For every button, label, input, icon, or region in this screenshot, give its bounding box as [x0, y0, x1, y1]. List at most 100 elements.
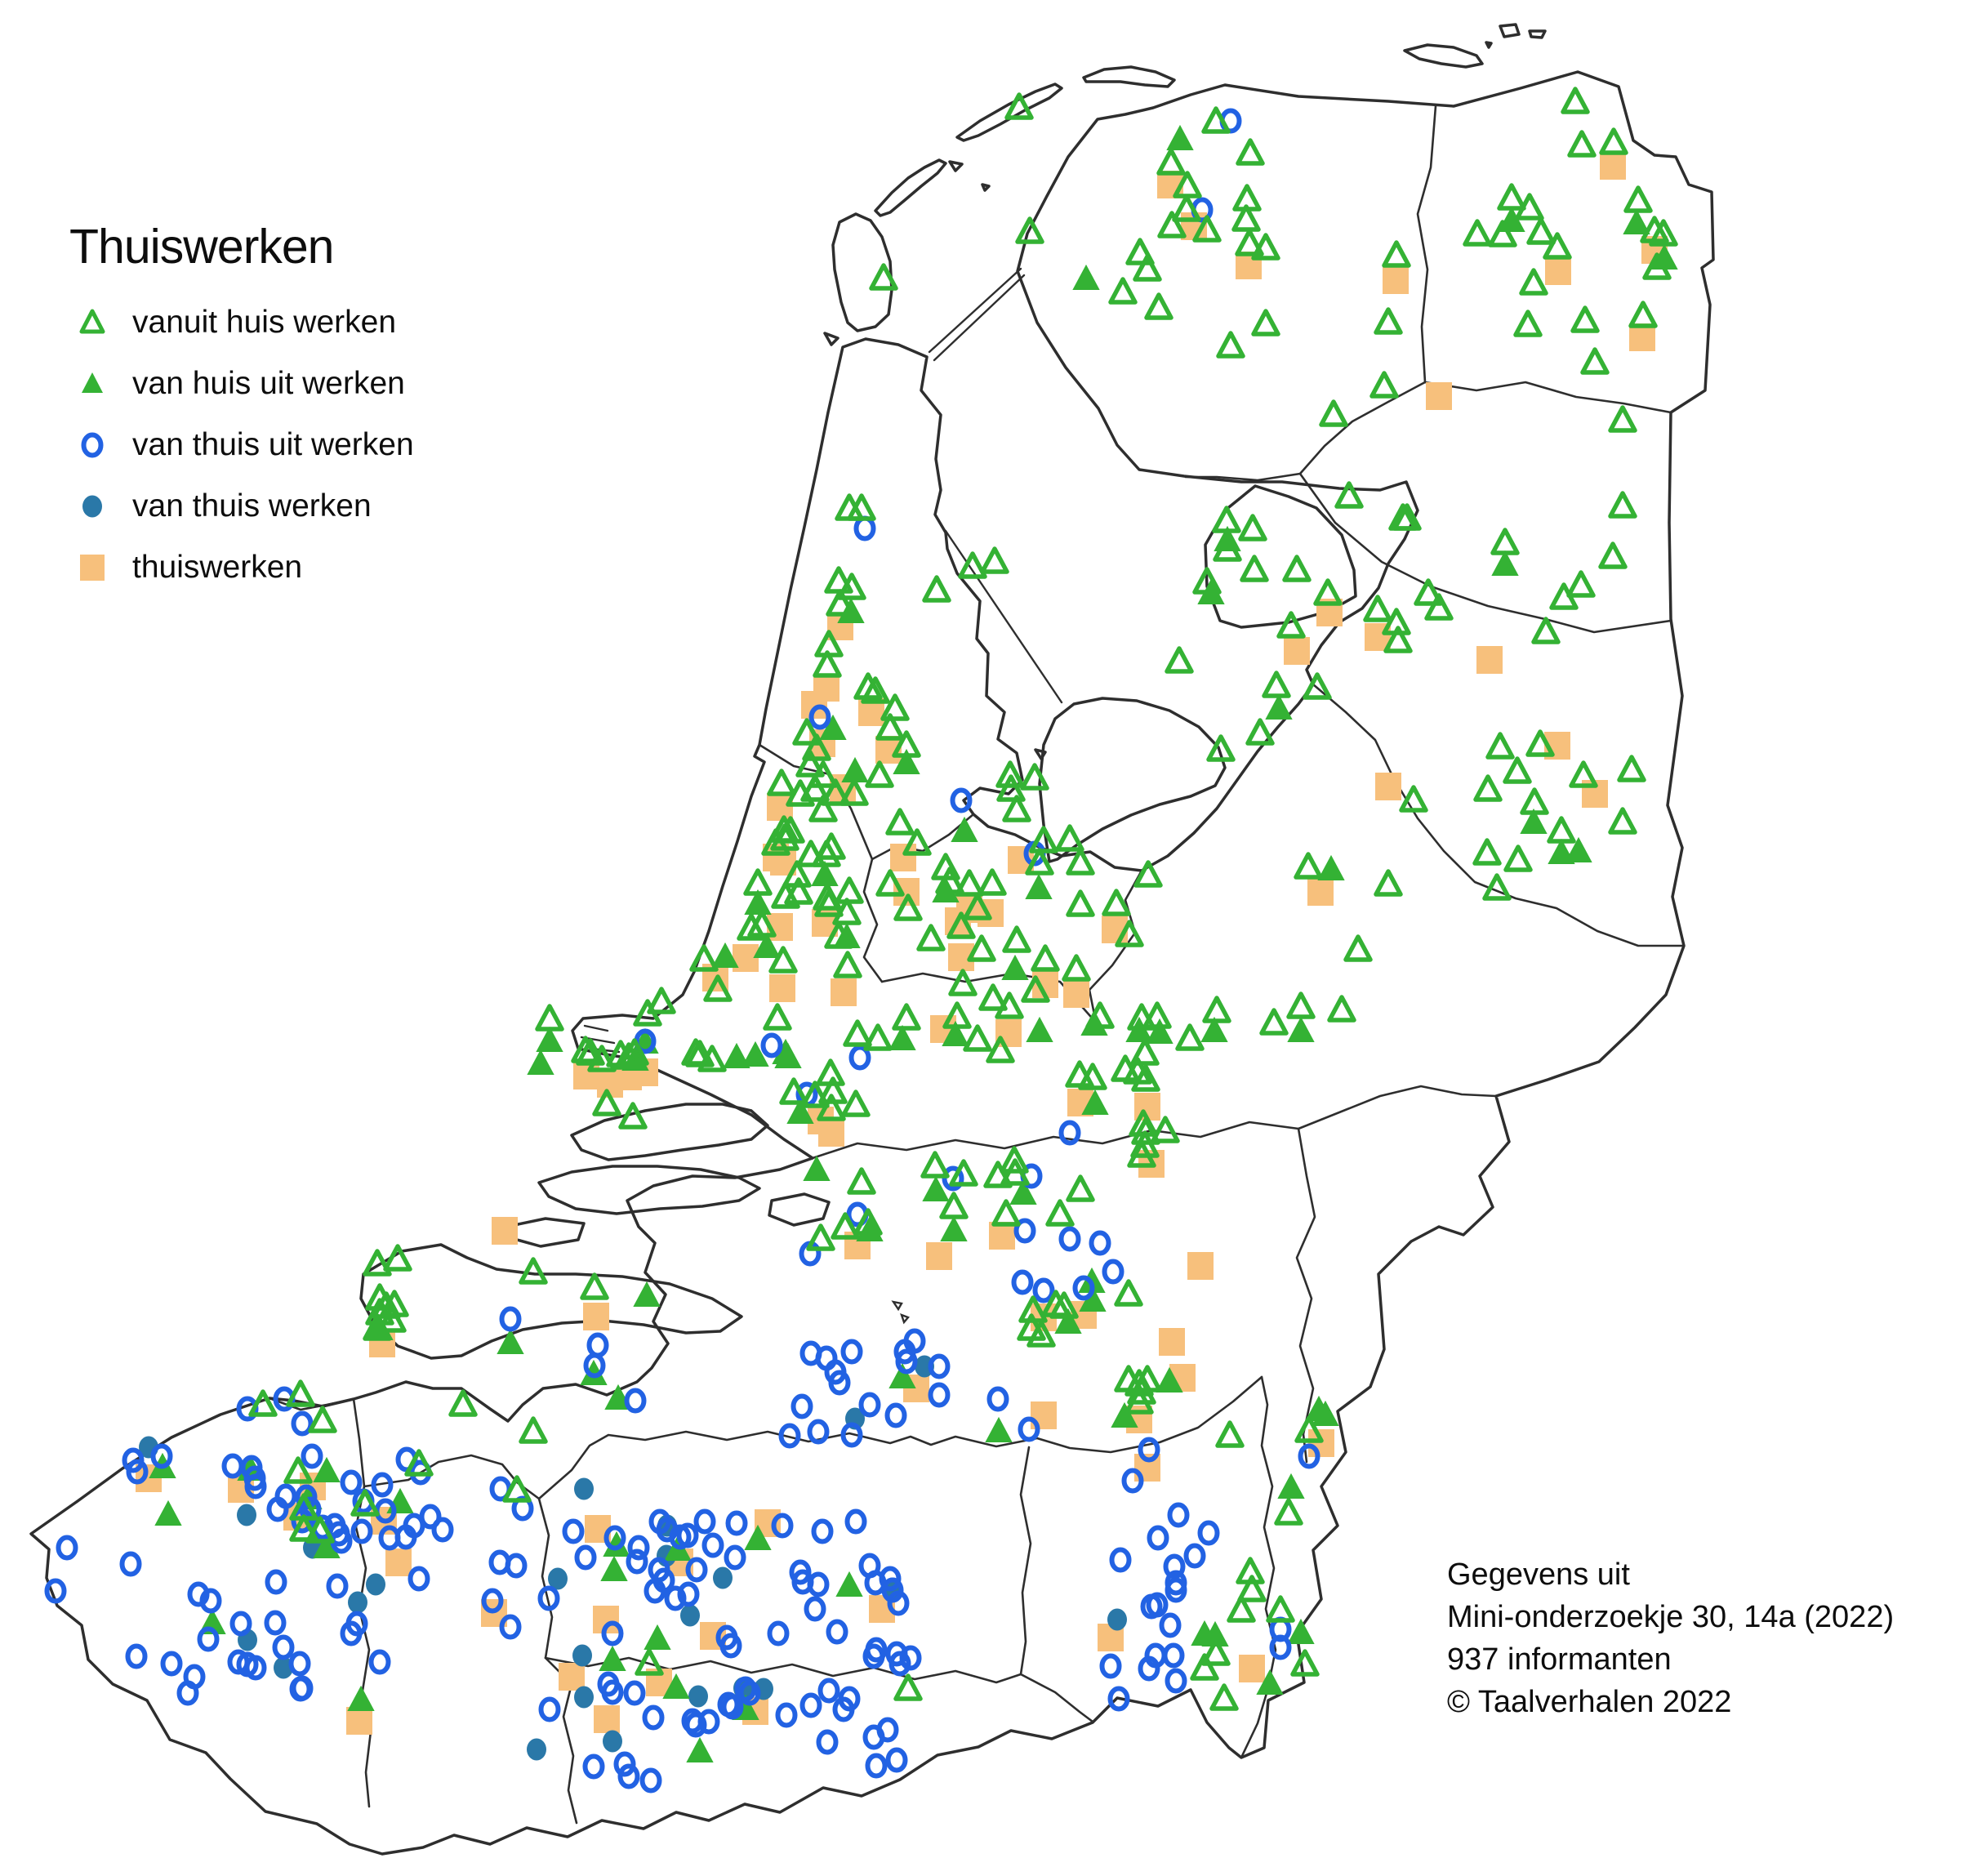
marker-vanuit-huis-werken [924, 577, 949, 600]
marker-thuiswerken [1383, 266, 1409, 294]
marker-vanuit-huis-werken [965, 1027, 990, 1049]
marker-van-thuis-uit-werken [267, 1613, 284, 1633]
marker-thuiswerken [890, 844, 916, 871]
marker-van-thuis-werken [348, 1591, 367, 1614]
marker-van-huis-uit-werken [1623, 210, 1650, 234]
marker-vanuit-huis-werken [1248, 720, 1272, 743]
marker-van-thuis-werken [603, 1730, 622, 1753]
marker-van-thuis-uit-werken [807, 1599, 824, 1620]
page-title: Thuiswerken [69, 220, 334, 274]
marker-van-thuis-uit-werken [931, 1385, 948, 1406]
marker-vanuit-huis-werken [945, 1004, 969, 1027]
marker-vanuit-huis-werken [1218, 1423, 1242, 1446]
marker-vanuit-huis-werken [1610, 408, 1635, 430]
attribution-source: Gegevens uit [1447, 1557, 1630, 1592]
marker-van-thuis-werken [237, 1504, 256, 1526]
marker-van-thuis-uit-werken [411, 1569, 428, 1589]
marker-vanuit-huis-werken [769, 771, 794, 794]
marker-vanuit-huis-werken [310, 1408, 335, 1431]
marker-van-thuis-uit-werken [888, 1750, 906, 1771]
border-utrecht-gelderland [1088, 869, 1143, 1024]
marker-van-huis-uit-werken [941, 1217, 967, 1241]
small-lake-marks [891, 1300, 911, 1325]
marker-vanuit-huis-werken [1521, 270, 1546, 293]
marker-vanuit-huis-werken [1493, 530, 1517, 553]
marker-thuiswerken [573, 1062, 599, 1090]
marker-van-thuis-uit-werken [590, 1335, 607, 1356]
marker-vanuit-huis-werken [1135, 256, 1160, 279]
marker-van-huis-uit-werken [1288, 1620, 1314, 1644]
island-griend [981, 183, 991, 192]
marker-van-thuis-uit-werken [814, 1522, 831, 1542]
marker-van-thuis-uit-werken [577, 1548, 595, 1568]
marker-vanuit-huis-werken [871, 265, 896, 288]
marker-vanuit-huis-werken [923, 1153, 947, 1176]
border-overijssel-gelderland [1312, 683, 1684, 947]
marker-van-thuis-uit-werken [1187, 1546, 1204, 1566]
marker-vanuit-huis-werken [1329, 997, 1354, 1020]
circle-filled-icon [82, 495, 102, 518]
marker-thuiswerken [1239, 1655, 1265, 1682]
marker-van-thuis-uit-werken [1105, 1262, 1122, 1282]
marker-thuiswerken [583, 1303, 609, 1330]
marker-thuiswerken [831, 978, 857, 1006]
marker-vanuit-huis-werken [1321, 402, 1346, 425]
marker-vanuit-huis-werken [1279, 613, 1303, 636]
marker-vanuit-huis-werken [582, 1275, 607, 1298]
marker-van-thuis-uit-werken [821, 1681, 838, 1701]
attribution-copyright: © Taalverhalen 2022 [1447, 1685, 1732, 1719]
marker-van-thuis-uit-werken [59, 1538, 76, 1558]
marker-van-huis-uit-werken [1318, 856, 1344, 880]
marker-van-huis-uit-werken [1026, 875, 1052, 899]
marker-thuiswerken [1600, 152, 1626, 180]
marker-thuiswerken [1375, 773, 1401, 800]
marker-vanuit-huis-werken [1372, 373, 1396, 396]
marker-van-thuis-uit-werken [163, 1654, 180, 1674]
marker-van-thuis-uit-werken [1170, 1505, 1187, 1526]
marker-van-huis-uit-werken [1073, 265, 1099, 290]
island-noord-beveland [505, 1217, 586, 1248]
marker-vanuit-huis-werken [1048, 1201, 1072, 1224]
marker-van-huis-uit-werken [1027, 1018, 1053, 1042]
marker-vanuit-huis-werken [1240, 516, 1265, 539]
marker-van-thuis-uit-werken [354, 1522, 371, 1542]
marker-thuiswerken [1545, 257, 1571, 285]
marker-vanuit-huis-werken [1218, 333, 1243, 356]
island-vlieland-islet [948, 160, 964, 172]
marker-vanuit-huis-werken [1212, 1686, 1236, 1709]
marker-van-thuis-uit-werken [829, 1622, 846, 1642]
marker-vanuit-huis-werken [888, 810, 912, 833]
border-nl-be-limburg [1240, 1375, 1277, 1759]
marker-vanuit-huis-werken [919, 926, 943, 949]
marker-van-thuis-werken [574, 1477, 594, 1500]
marker-van-thuis-uit-werken [844, 1342, 861, 1362]
marker-vanuit-huis-werken [1289, 994, 1313, 1017]
marker-van-thuis-uit-werken [268, 1572, 285, 1593]
marker-vanuit-huis-werken [1583, 350, 1607, 372]
island-rottum-2 [1528, 29, 1547, 39]
circle-open-icon [81, 432, 104, 458]
marker-thuiswerken [1063, 980, 1089, 1008]
marker-thuiswerken [559, 1663, 585, 1691]
marker-vanuit-huis-werken [1205, 998, 1229, 1021]
marker-van-thuis-uit-werken [372, 1652, 389, 1673]
marker-van-thuis-werken [713, 1566, 733, 1589]
border-vlbrabant-limburgbe [1019, 1673, 1094, 1723]
island-tholen [768, 1192, 831, 1227]
marker-van-thuis-werken [574, 1686, 594, 1709]
marker-vanuit-huis-werken [1619, 757, 1644, 780]
marker-thuiswerken [769, 974, 795, 1002]
legend-item-van-huis-uit-werken: van huis uit werken [75, 366, 405, 401]
marker-thuiswerken [801, 691, 827, 719]
marker-van-thuis-werken [527, 1738, 546, 1761]
triangle-filled-icon [82, 372, 103, 393]
marker-vanuit-huis-werken [835, 953, 860, 976]
marker-vanuit-huis-werken [1276, 1500, 1301, 1523]
marker-van-thuis-uit-werken [629, 1552, 646, 1572]
marker-van-thuis-uit-werken [803, 1696, 820, 1716]
marker-thuiswerken [818, 1119, 844, 1147]
marker-thuiswerken [594, 1705, 620, 1733]
legend-item-van-thuis-uit-werken: van thuis uit werken [75, 427, 414, 462]
marker-thuiswerken [1284, 637, 1310, 665]
marker-thuiswerken [492, 1217, 518, 1245]
